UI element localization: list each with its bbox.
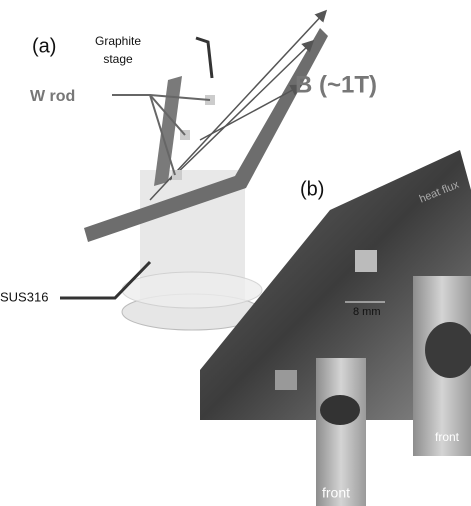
label: SUS316: [0, 289, 48, 304]
label: W rod: [30, 88, 75, 105]
stage-plate: [84, 28, 328, 242]
w-rod: [172, 170, 182, 180]
field-arrow: [149, 9, 328, 201]
panel-b-photos: [200, 150, 471, 506]
field-arrow: [199, 84, 303, 141]
leader: [195, 36, 214, 79]
panel-label: (b): [300, 178, 324, 200]
sample: [275, 370, 297, 390]
leader: [60, 260, 152, 300]
label: Graphite: [95, 34, 141, 48]
left-bar: [154, 76, 182, 186]
base-disk-top: [121, 271, 263, 309]
label: B (~1T): [295, 71, 377, 98]
label: stage: [103, 52, 133, 66]
leader: [112, 94, 211, 101]
panel-a-drawing: [60, 9, 328, 331]
inset-feature: [320, 395, 360, 425]
field-arrow: [169, 39, 315, 181]
photo-main: [200, 150, 471, 420]
panel-label: (a): [32, 35, 56, 57]
label: front: [322, 485, 350, 501]
inset-feature: [425, 322, 471, 378]
sample: [355, 250, 377, 272]
label: 8 mm: [353, 306, 381, 318]
inset-photo: [316, 358, 366, 506]
leader: [149, 94, 176, 176]
leader: [149, 94, 186, 136]
label: front: [435, 430, 460, 444]
